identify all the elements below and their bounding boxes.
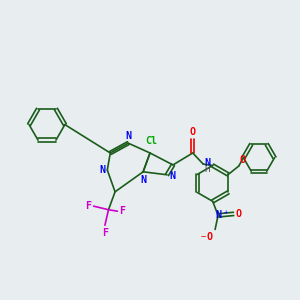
Text: N: N xyxy=(140,175,146,185)
Text: O: O xyxy=(190,127,196,136)
Text: F: F xyxy=(102,228,108,238)
Text: O: O xyxy=(207,232,213,242)
Text: F: F xyxy=(85,201,91,211)
Text: N: N xyxy=(125,131,131,141)
Text: O: O xyxy=(240,154,246,165)
Text: N: N xyxy=(169,171,175,181)
Text: F: F xyxy=(119,206,125,216)
Text: N: N xyxy=(204,158,210,168)
Text: +: + xyxy=(224,208,228,214)
Text: −: − xyxy=(201,231,206,240)
Text: O: O xyxy=(236,209,242,219)
Text: Cl: Cl xyxy=(146,136,158,146)
Text: N: N xyxy=(99,165,105,175)
Text: N: N xyxy=(215,210,221,220)
Text: H: H xyxy=(204,165,210,174)
